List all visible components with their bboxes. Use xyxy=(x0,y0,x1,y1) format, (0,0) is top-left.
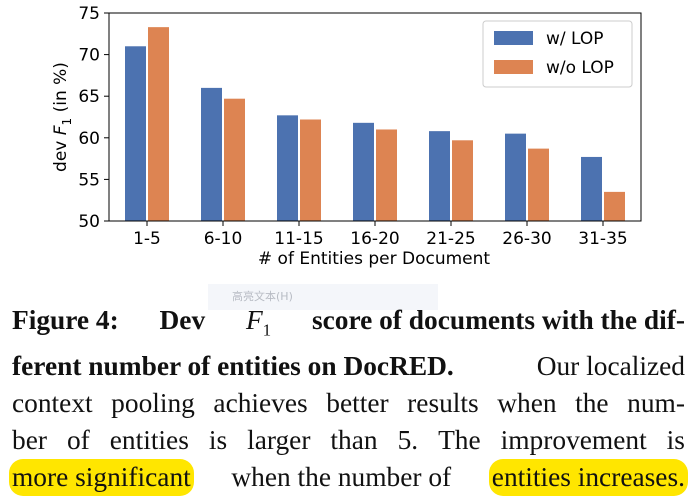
plot-frame xyxy=(108,12,642,222)
caption-word: results xyxy=(407,388,479,419)
x-tick-label: 26-30 xyxy=(502,229,551,249)
bar-without-lop-11-15 xyxy=(300,119,321,221)
bar-with-lop-21-25 xyxy=(429,131,450,221)
legend-label: w/ LOP xyxy=(546,29,604,49)
bar-without-lop-16-20 xyxy=(376,129,397,221)
caption-word: ber xyxy=(12,425,47,456)
bar-with-lop-6-10 xyxy=(201,87,222,221)
bar-without-lop-6-10 xyxy=(224,98,245,221)
legend-label: w/o LOP xyxy=(546,58,614,78)
caption-word: the xyxy=(575,388,609,419)
x-tick-label: 31-35 xyxy=(578,229,627,249)
figure-caption: Figure 4: Dev F1 score of documents with… xyxy=(9,302,688,496)
caption-word: pooling xyxy=(111,388,195,419)
caption-word: is xyxy=(208,425,228,456)
bar-without-lop-21-25 xyxy=(452,140,473,221)
bar-with-lop-26-30 xyxy=(505,133,526,221)
x-axis-label: # of Entities per Document xyxy=(258,249,490,269)
bar-without-lop-1-5 xyxy=(148,27,169,222)
caption-word: when xyxy=(497,388,557,419)
highlight-text-tooltip[interactable]: 高亮文本(H) xyxy=(208,284,438,310)
caption-line-4: ber of entities is larger than 5. The improvemen… xyxy=(12,422,685,459)
caption-word: improvement xyxy=(500,425,647,456)
legend-swatch xyxy=(494,60,533,74)
bar-with-lop-16-20 xyxy=(353,122,374,221)
x-tick-label: 11-15 xyxy=(274,229,323,249)
caption-word: The xyxy=(438,425,481,456)
caption-word: 5. xyxy=(397,425,419,456)
caption-word: achieves xyxy=(213,388,308,419)
caption-word: of xyxy=(66,425,90,456)
x-tick-label: 1-5 xyxy=(133,229,161,249)
bar-with-lop-31-35 xyxy=(581,156,602,221)
bar-without-lop-26-30 xyxy=(528,148,549,221)
y-tick-label: 60 xyxy=(78,129,100,149)
y-tick-label: 65 xyxy=(78,87,100,107)
figure-label: Figure 4: xyxy=(12,305,119,335)
y-tick-label: 50 xyxy=(78,212,100,232)
caption-line-1: Figure 4: Dev F1 score of documents with… xyxy=(12,302,685,348)
y-tick-label: 55 xyxy=(78,170,100,190)
bar-chart: 1-5 6-10 11-15 16-20 21-25 26-30 31-35 50 55 60 65… xyxy=(51,4,642,269)
caption-word: is xyxy=(666,425,685,456)
y-axis-label: dev F1 (in %) xyxy=(51,62,74,172)
caption-line-3: context pooling achieves better results when t… xyxy=(12,385,685,422)
caption-line-5: more significant when the number of enti… xyxy=(9,459,688,496)
y-tick-label: 70 xyxy=(78,46,100,66)
highlight-entities-increases[interactable]: entities increases. xyxy=(488,459,688,496)
caption-word: than xyxy=(330,425,378,456)
caption-word: context xyxy=(12,388,93,419)
bar-with-lop-1-5 xyxy=(125,46,146,221)
bar-without-lop-31-35 xyxy=(604,191,625,221)
highlight-more-significant[interactable]: more significant xyxy=(9,459,194,496)
y-tick-label: 75 xyxy=(78,4,100,24)
caption-word: larger xyxy=(247,425,311,456)
caption-math: F1 xyxy=(245,305,272,340)
caption-word: entities xyxy=(109,425,189,456)
x-tick-label: 16-20 xyxy=(350,229,399,249)
legend-swatch xyxy=(494,31,533,45)
x-tick-label: 6-10 xyxy=(204,229,243,249)
caption-line-2: ferent number of entities on DocRED. Our… xyxy=(12,351,685,382)
caption-word: better xyxy=(326,388,389,419)
caption-word: num- xyxy=(627,388,685,419)
x-tick-label: 21-25 xyxy=(426,229,475,249)
legend: w/ LOP w/o LOP xyxy=(482,20,633,88)
bar-with-lop-11-15 xyxy=(277,115,298,221)
